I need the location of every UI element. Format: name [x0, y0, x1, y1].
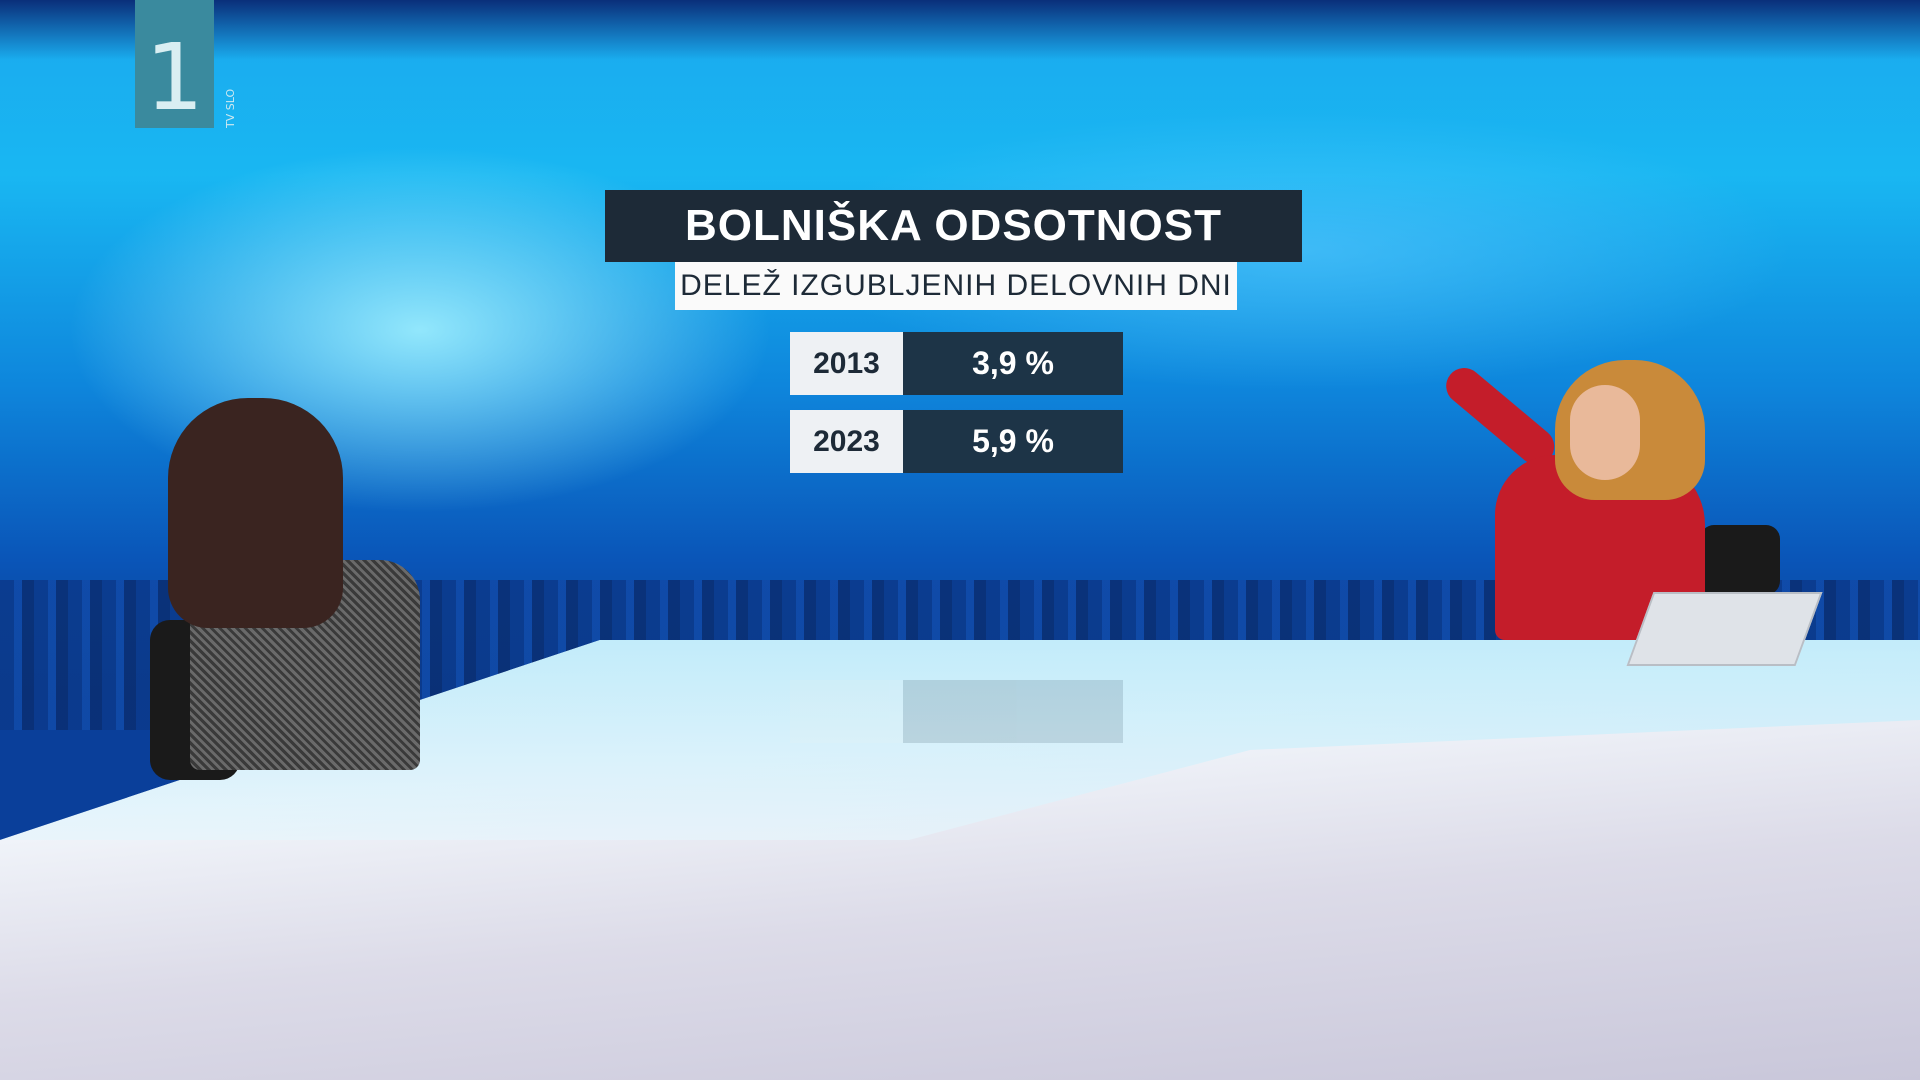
graphic-subtitle: DELEŽ IZGUBLJENIH DELOVNIH DNI	[675, 262, 1237, 310]
row-year: 2013	[790, 332, 903, 395]
reflection-value	[903, 680, 1123, 743]
row-value: 3,9 %	[903, 332, 1123, 395]
presenter-chair	[1700, 525, 1780, 595]
data-row: 2013 3,9 %	[790, 332, 1123, 395]
graphic-title: BOLNIŠKA ODSOTNOST	[605, 190, 1302, 262]
laptop	[1626, 592, 1823, 666]
channel-number: 1	[145, 24, 204, 131]
presenter-face	[1570, 385, 1640, 480]
guest-head	[168, 398, 343, 628]
reflection-year	[790, 680, 903, 743]
graphic-reflection	[790, 680, 1123, 743]
data-row: 2023 5,9 %	[790, 410, 1123, 473]
row-value: 5,9 %	[903, 410, 1123, 473]
channel-name: TV SLO	[224, 88, 237, 128]
channel-logo: 1	[135, 0, 214, 128]
wall-top-shadow	[0, 0, 1920, 60]
row-year: 2023	[790, 410, 903, 473]
